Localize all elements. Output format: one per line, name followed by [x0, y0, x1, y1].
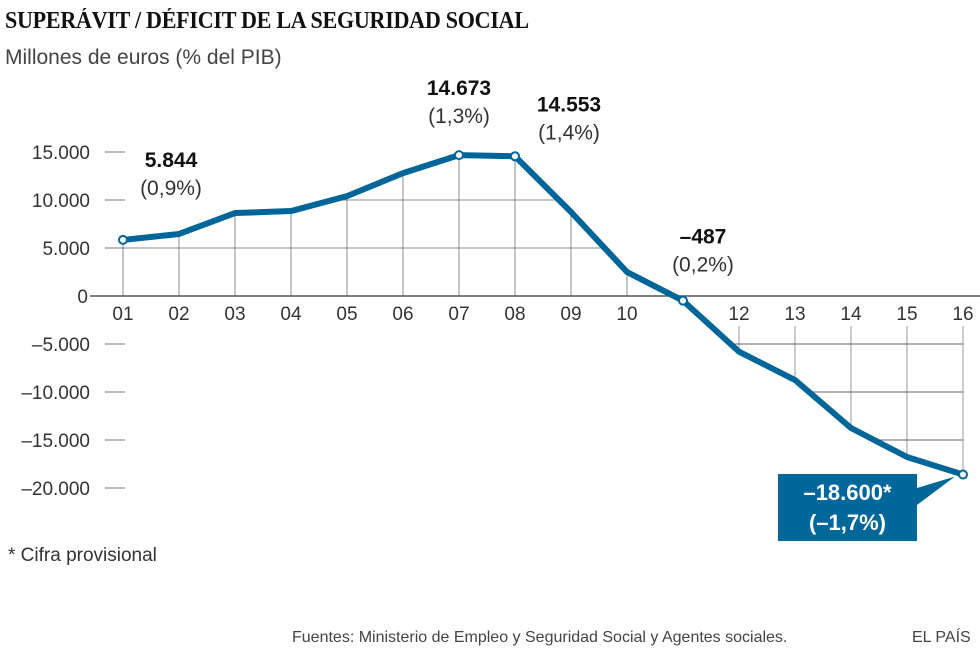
data-point-marker [118, 234, 128, 245]
y-tick-label: –10.000 [21, 383, 90, 404]
x-tick-label: 07 [448, 304, 469, 325]
y-tick-label: –15.000 [21, 431, 90, 452]
annotation-pct: (0,2%) [672, 254, 734, 277]
x-tick-label: 01 [112, 304, 133, 325]
x-tick-label: 09 [560, 304, 581, 325]
y-tick-label: 15.000 [32, 143, 90, 164]
chart-subtitle: Millones de euros (% del PIB) [5, 46, 282, 69]
data-point [176, 231, 182, 237]
annotations: 5.844 (0,9%) 14.673 (1,3%) 14.553 (1,4%) –487 (… [140, 77, 955, 505]
data-point-marker [958, 469, 968, 480]
data-point [848, 425, 854, 431]
data-point [400, 170, 406, 176]
x-tick-label: 13 [784, 304, 805, 325]
data-point [904, 454, 910, 460]
data-point-marker [510, 151, 520, 162]
x-tick-label: 15 [896, 304, 917, 325]
annotation-pct: (1,4%) [538, 121, 600, 144]
annotation-pct: (0,9%) [140, 177, 202, 200]
data-line [120, 152, 966, 478]
grid [90, 155, 980, 475]
data-point [736, 349, 742, 355]
data-point [344, 193, 350, 199]
x-tick-label: 06 [392, 304, 413, 325]
x-tick-label: 02 [168, 304, 189, 325]
data-point [288, 208, 294, 214]
y-tick-label: –20.000 [21, 479, 90, 500]
x-tick-label: 05 [336, 304, 357, 325]
highlight-annotation-box: –18.600* (–1,7%) [778, 474, 917, 541]
y-tick-label: 10.000 [32, 191, 90, 212]
x-axis: 01 02 03 04 05 06 07 08 09 10 12 13 14 15 16 [112, 304, 973, 325]
highlight-pct: (–1,7%) [808, 510, 887, 535]
x-tick-label: 10 [616, 304, 637, 325]
annotation-value: 14.553 [537, 93, 601, 116]
y-axis: 15.000 10.000 5.000 0 –5.000 –10.000 –15.000 –2… [21, 143, 125, 500]
brand-label: EL PAÍS [912, 629, 971, 646]
footnote: * Cifra provisional [8, 545, 157, 566]
y-tick-label: –5.000 [32, 335, 90, 356]
highlight-value: –18.600* [803, 480, 892, 505]
data-point-marker [678, 295, 688, 306]
x-tick-label: 14 [840, 304, 862, 325]
annotation-value: 5.844 [145, 149, 198, 172]
y-tick-label: 0 [77, 287, 88, 308]
x-tick-label: 04 [280, 304, 302, 325]
data-point [232, 210, 238, 216]
x-tick-label: 12 [728, 304, 749, 325]
highlight-pointer [917, 476, 955, 505]
annotation-pct: (1,3%) [428, 105, 490, 128]
data-point [624, 269, 630, 275]
chart-title: SUPERÁVIT / DÉFICIT DE LA SEGURIDAD SOCI… [5, 8, 529, 34]
annotation-value: –487 [680, 226, 727, 249]
annotation-value: 14.673 [427, 77, 491, 100]
x-tick-label: 16 [952, 304, 973, 325]
series [118, 150, 968, 480]
data-point [792, 377, 798, 383]
x-tick-label: 03 [224, 304, 245, 325]
source-note: Fuentes: Ministerio de Empleo y Segurida… [292, 629, 788, 646]
data-point-marker [454, 150, 464, 161]
x-tick-label: 08 [504, 304, 525, 325]
y-tick-label: 5.000 [42, 239, 90, 260]
data-point [568, 209, 574, 215]
